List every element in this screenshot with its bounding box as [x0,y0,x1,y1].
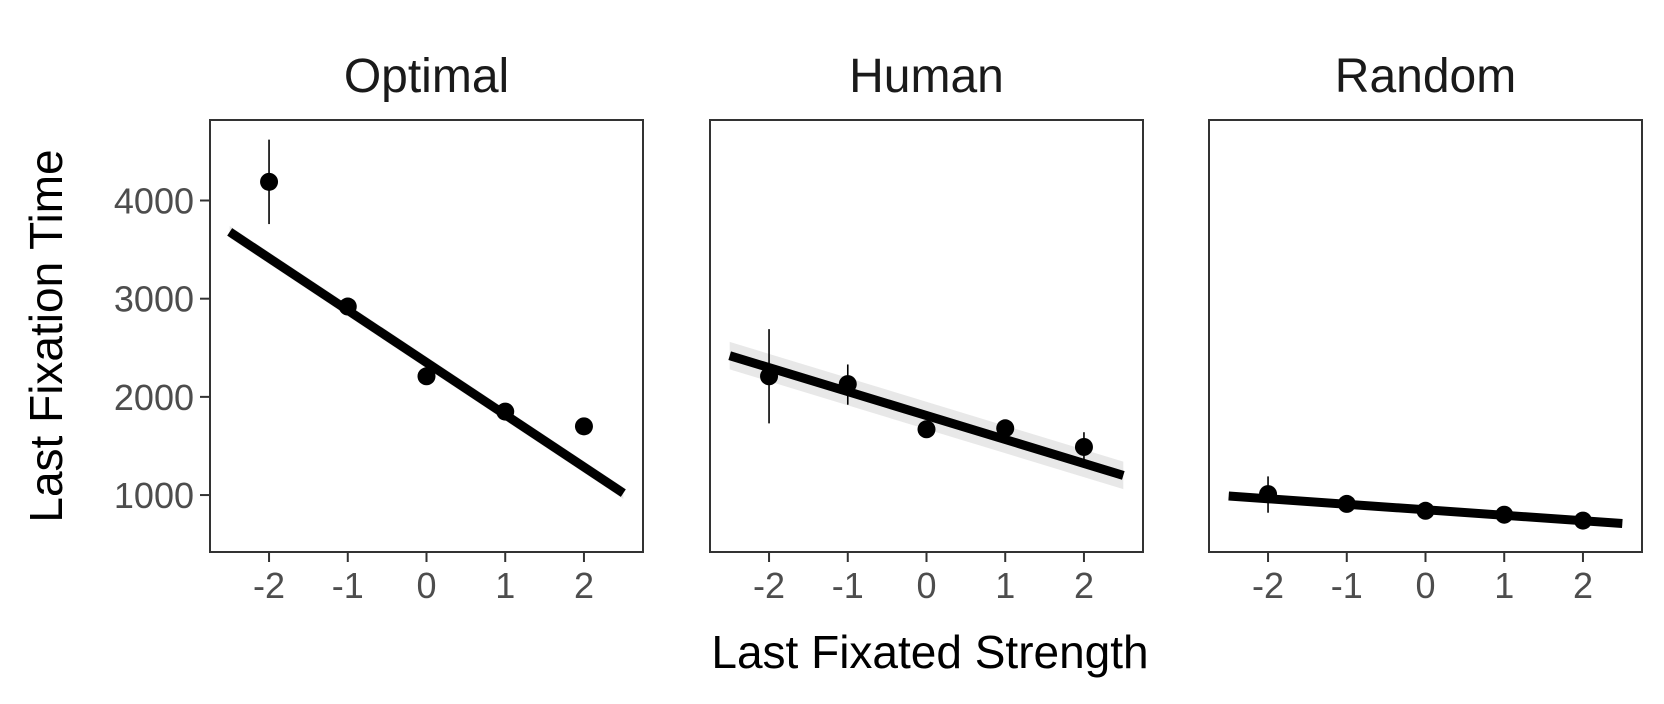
data-point [1416,501,1435,520]
data-point [838,375,857,394]
x-tick-label: -2 [253,565,285,606]
data-point [574,417,593,436]
y-axis: 1000 2000 3000 4000 [114,181,210,516]
y-axis-title: Last Fixation Time [20,149,72,522]
x-tick-label: 1 [495,565,515,606]
data-point [1074,437,1093,456]
panel-frame [209,119,644,553]
x-tick-label: -1 [1331,565,1363,606]
data-point [338,297,357,316]
data-point [996,419,1015,438]
x-tick-label: 0 [416,565,436,606]
panels: Optimal -2 -1 0 1 2 Human -2 -1 0 1 2 Random -2 -1 0 1 2 [209,50,1643,606]
panel-frame [709,119,1144,553]
panel-title: Optimal [344,50,509,103]
x-tick-label: 0 [1415,565,1435,606]
x-tick-label: -1 [832,565,864,606]
panel-human: Human -2 -1 0 1 2 [709,50,1144,606]
panel-title: Random [1335,50,1516,103]
data-point [1337,494,1356,513]
y-tick-label: 2000 [114,377,194,418]
x-tick-label: 1 [1494,565,1514,606]
x-tick-label: 1 [995,565,1015,606]
data-point [260,172,279,191]
y-tick-label: 3000 [114,279,194,320]
y-axis-title-group: Last Fixation Time [20,149,72,522]
data-point [417,367,436,386]
data-point [1495,505,1514,524]
data-point [1259,485,1278,504]
panel-optimal: Optimal -2 -1 0 1 2 [209,50,644,606]
x-tick-label: -1 [332,565,364,606]
y-tick-label: 4000 [114,181,194,222]
panel-title: Human [849,50,1004,103]
data-point [496,402,515,421]
x-axis-title-group: Last Fixated Strength [711,626,1148,678]
fit-line [227,228,626,497]
data-point [760,367,779,386]
x-tick-label: -2 [1252,565,1284,606]
x-tick-label: 2 [574,565,594,606]
x-axis-title: Last Fixated Strength [711,626,1148,678]
data-point [917,420,936,439]
x-tick-label: 0 [916,565,936,606]
x-tick-label: 2 [1573,565,1593,606]
panel-random: Random -2 -1 0 1 2 [1208,50,1643,606]
fit-line [728,351,1125,480]
data-point [1573,511,1592,530]
x-tick-label: -2 [753,565,785,606]
panel-frame [1208,119,1643,553]
y-tick-label: 1000 [114,475,194,516]
x-tick-label: 2 [1074,565,1094,606]
